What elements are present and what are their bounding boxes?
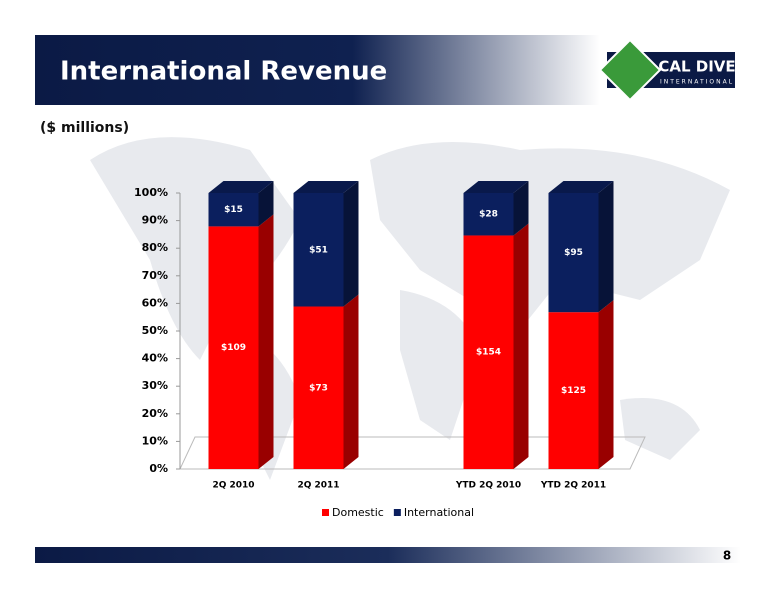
y-tick-label: 0% [149, 462, 168, 475]
bar-top [548, 181, 614, 193]
logo: CAL DIVE INTERNATIONAL [598, 38, 736, 102]
bar-segment [293, 306, 344, 469]
data-label: $109 [221, 343, 246, 353]
logo-tagline: INTERNATIONAL [660, 79, 734, 86]
data-label: $95 [564, 248, 583, 258]
bar-top [208, 181, 274, 193]
bar-segment [208, 193, 259, 227]
bar-segment [463, 193, 514, 236]
x-tick-label: 2Q 2011 [297, 481, 339, 491]
x-tick-label: YTD 2Q 2011 [540, 481, 606, 491]
bar-side [598, 181, 614, 313]
bar-side [343, 294, 359, 469]
y-tick-label: 40% [142, 352, 168, 365]
y-tick-label: 20% [142, 407, 168, 420]
data-label: $51 [309, 245, 328, 255]
bar-segment [548, 193, 599, 313]
bar-side [513, 181, 529, 236]
bar-top [293, 181, 359, 193]
bar-side [343, 181, 359, 307]
page-number: 8 [723, 549, 731, 563]
footer-bar [35, 547, 741, 563]
bar-side [258, 214, 274, 469]
y-tick-label: 90% [142, 214, 168, 227]
bar-segment [548, 312, 599, 469]
slide-title: International Revenue [60, 57, 387, 87]
y-tick-label: 60% [142, 296, 168, 309]
x-tick-label: YTD 2Q 2010 [455, 481, 521, 491]
y-tick-label: 30% [142, 379, 168, 392]
legend-label: Domestic [332, 506, 384, 519]
legend-label: International [404, 506, 474, 519]
y-tick-label: 10% [142, 434, 168, 447]
bar-side [258, 181, 274, 227]
y-tick-label: 80% [142, 241, 168, 254]
bar-segment [293, 193, 344, 307]
bar-segment [208, 226, 259, 469]
x-tick-label: 2Q 2010 [212, 481, 254, 491]
data-label: $154 [476, 348, 501, 358]
world-map [90, 137, 730, 480]
y-tick-label: 100% [134, 186, 168, 199]
y-tick-label: 70% [142, 269, 168, 282]
bar-side [513, 223, 529, 469]
data-label: $28 [479, 210, 498, 220]
subtitle: ($ millions) [40, 120, 129, 136]
legend-swatch [393, 509, 401, 516]
data-label: $73 [309, 383, 328, 393]
legend-swatch [322, 509, 329, 516]
data-label: $125 [561, 386, 586, 396]
logo-name: CAL DIVE [658, 58, 735, 76]
bar-top [463, 181, 529, 193]
bar-segment [463, 235, 514, 469]
bar-side [598, 300, 614, 469]
y-tick-label: 50% [142, 324, 168, 337]
data-label: $15 [224, 205, 243, 215]
